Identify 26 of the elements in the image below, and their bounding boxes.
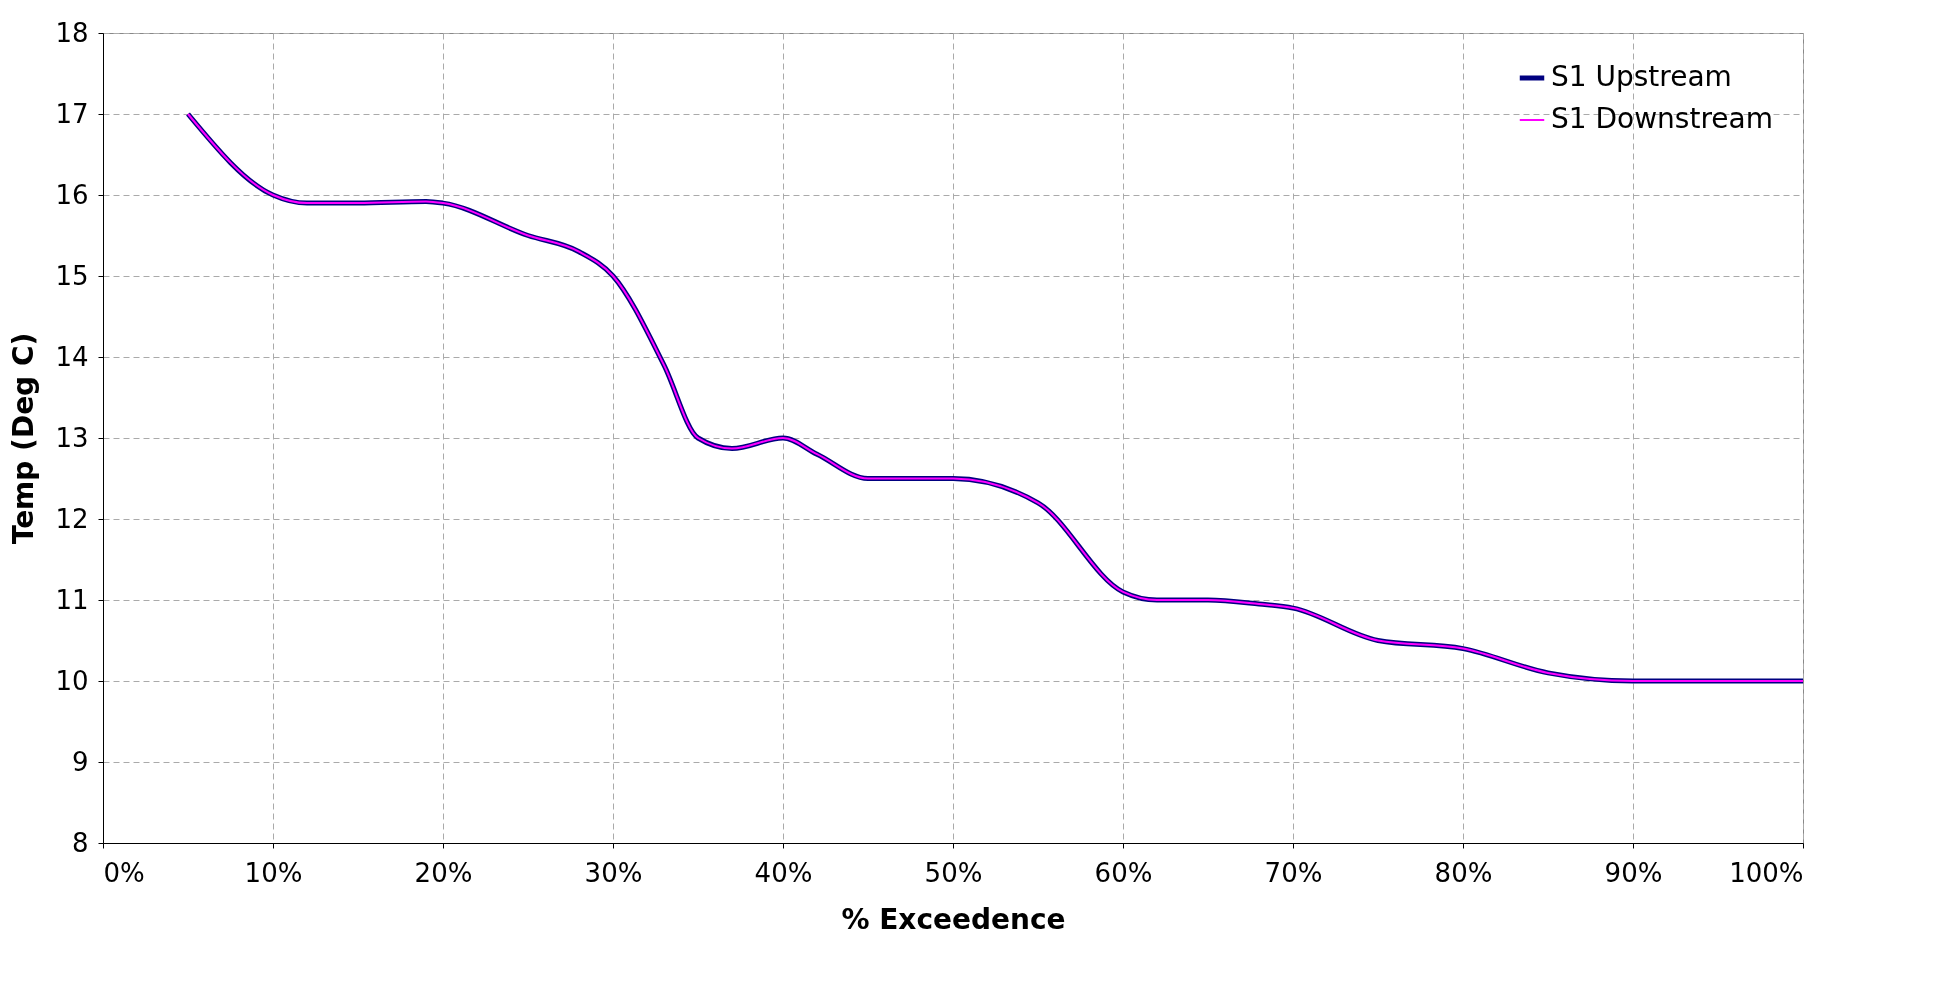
x-tick-label: 70% <box>1264 857 1323 888</box>
y-tick-label: 10 <box>55 665 89 696</box>
y-tick-label: 12 <box>55 503 89 534</box>
y-axis-title: Temp (Deg C) <box>7 332 41 545</box>
legend-label: S1 Upstream <box>1551 60 1732 93</box>
y-tick-label: 8 <box>71 827 89 858</box>
x-tick-label: 30% <box>584 857 643 888</box>
y-tick-label: 14 <box>55 341 89 372</box>
x-tick-label: 90% <box>1604 857 1663 888</box>
x-tick-label: 80% <box>1434 857 1493 888</box>
y-tick-label: 16 <box>55 179 89 210</box>
y-tick-label: 9 <box>71 746 89 777</box>
x-tick-label: 0% <box>103 857 145 888</box>
legend-label: S1 Downstream <box>1551 102 1773 135</box>
x-tick-label: 100% <box>1729 857 1804 888</box>
x-tick-label: 20% <box>414 857 473 888</box>
x-tick-label: 10% <box>244 857 303 888</box>
y-tick-label: 11 <box>55 584 89 615</box>
y-tick-label: 13 <box>55 422 89 453</box>
y-tick-label: 15 <box>55 260 89 291</box>
x-tick-label: 50% <box>924 857 983 888</box>
y-tick-label: 17 <box>55 98 89 129</box>
x-axis-title: % Exceedence <box>841 902 1066 936</box>
x-tick-label: 60% <box>1094 857 1153 888</box>
y-tick-label: 18 <box>55 17 89 48</box>
x-tick-label: 40% <box>754 857 813 888</box>
